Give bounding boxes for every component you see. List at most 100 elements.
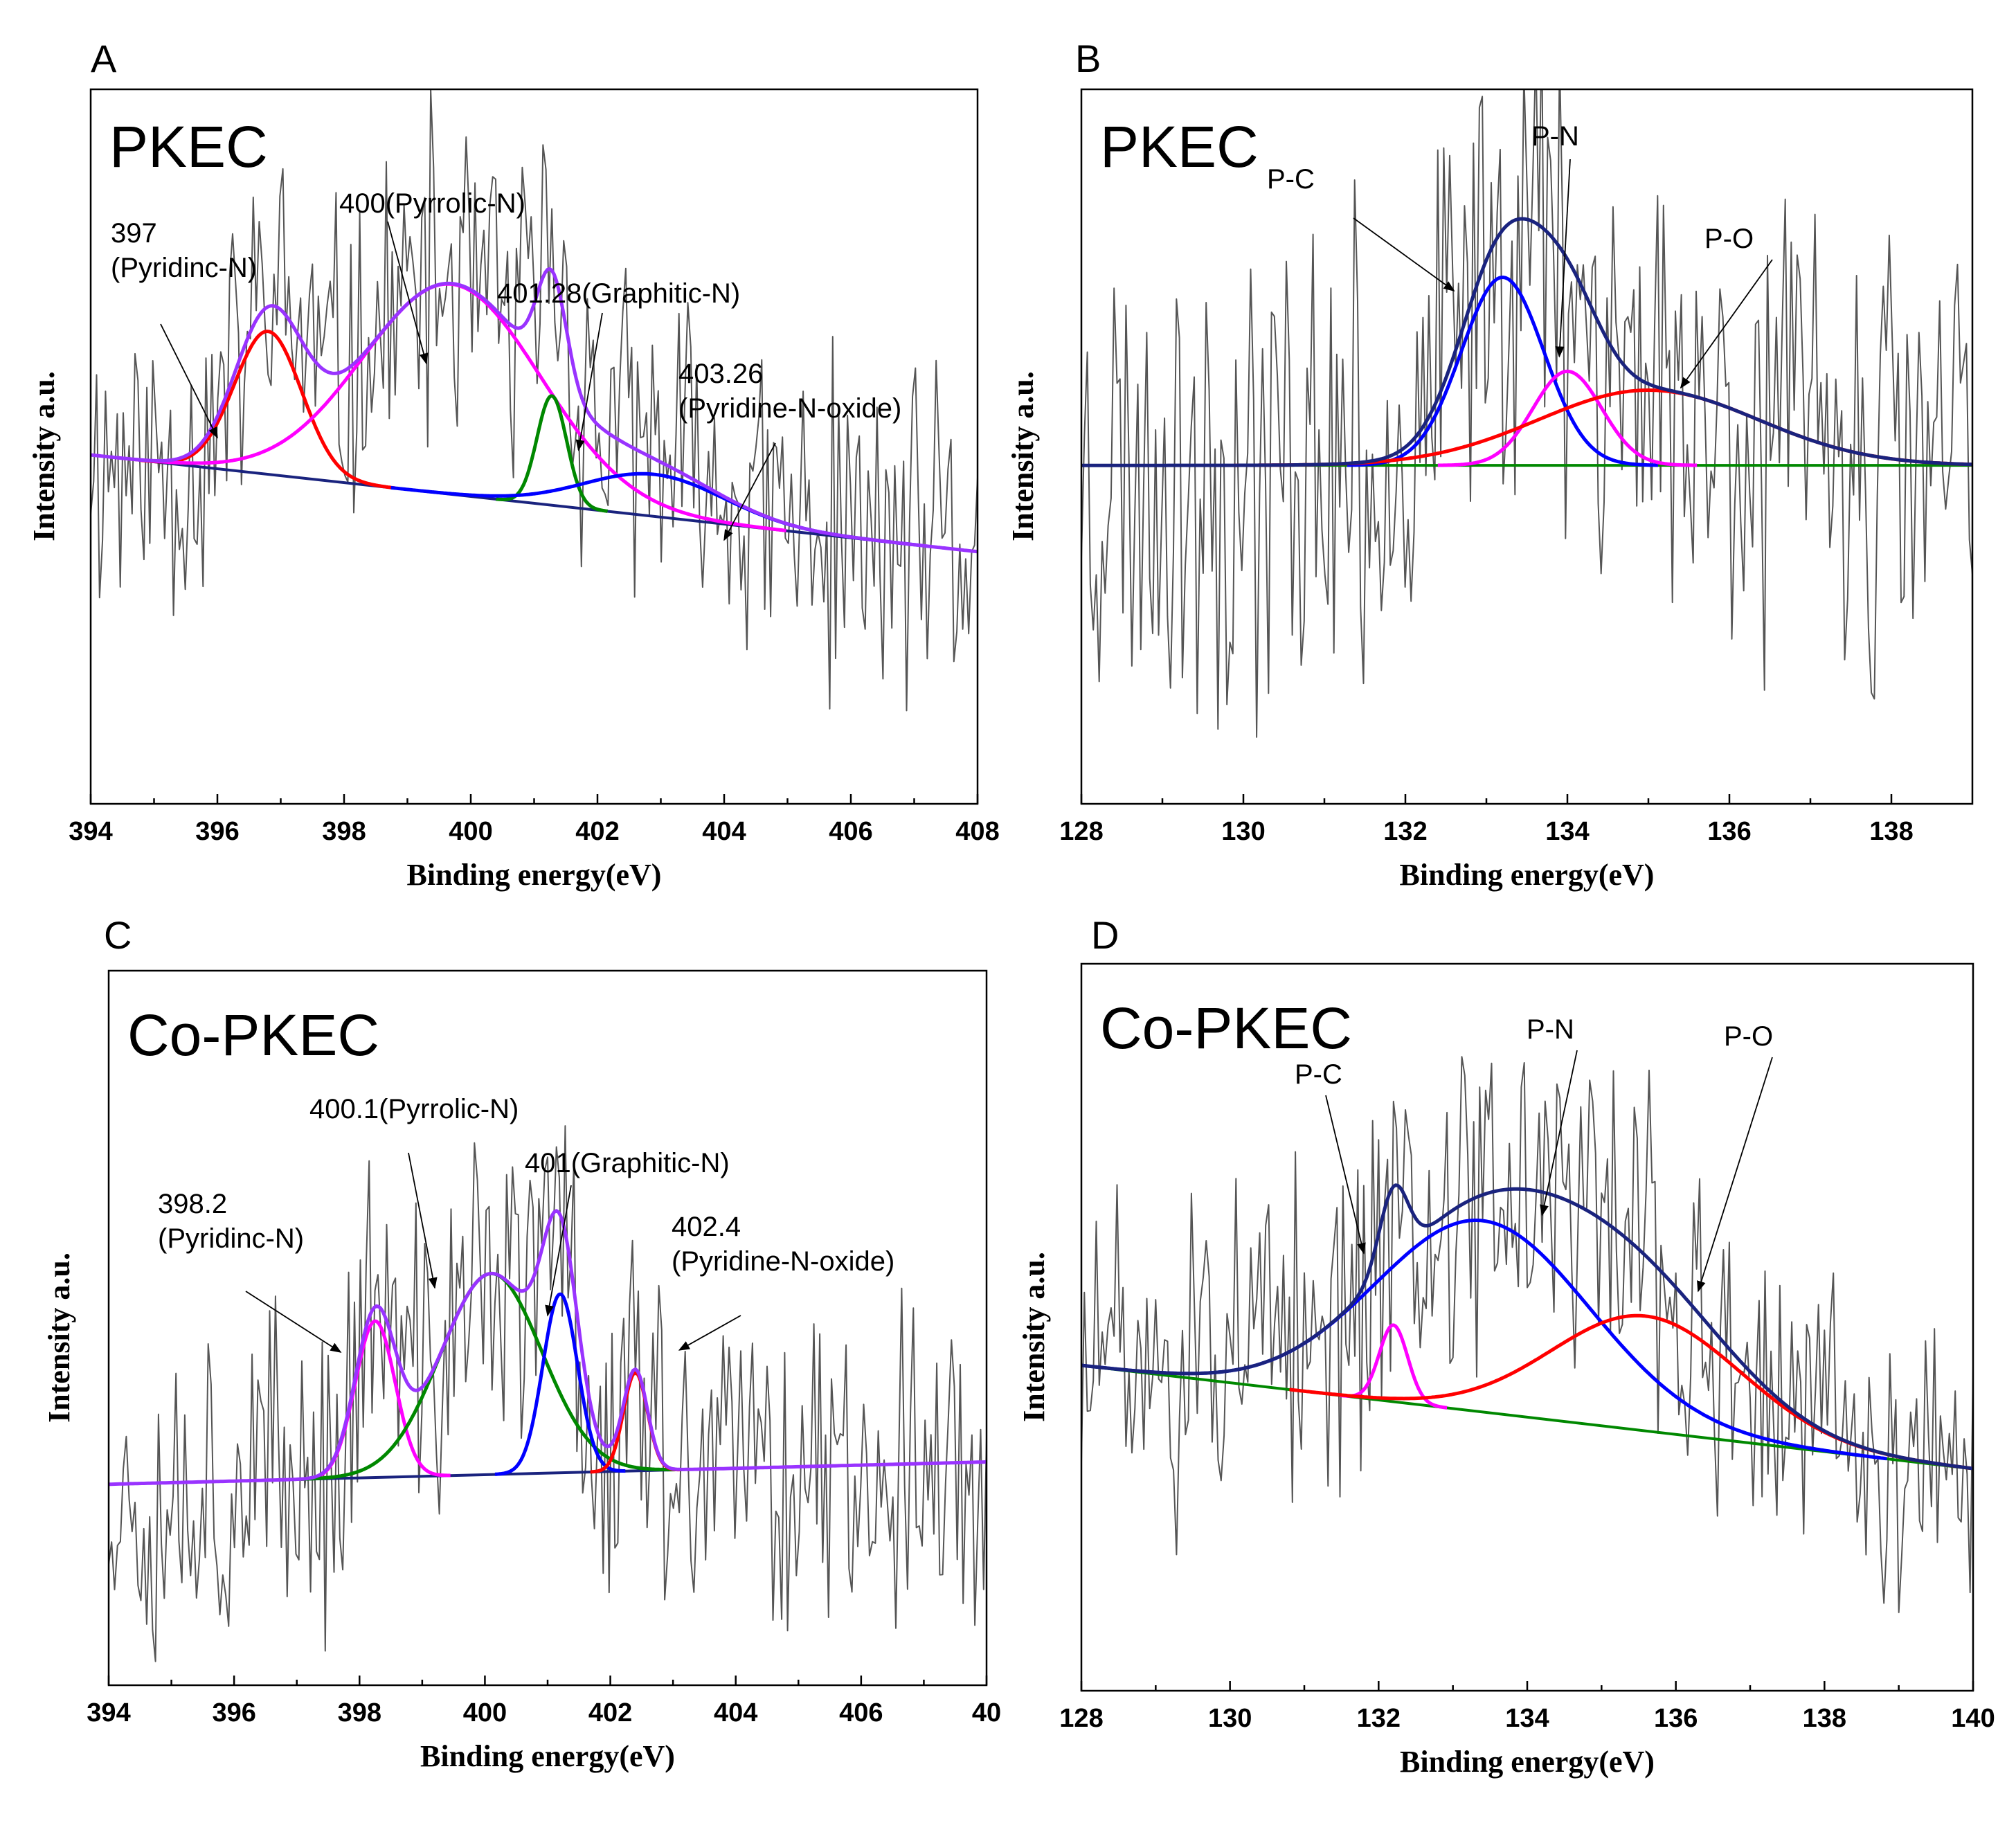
peak-annotation-label: 401.28(Graphitic-N) [497,278,740,309]
x-tick-label: 132 [1383,817,1427,846]
raw-spectrum-line [1081,1056,1973,1613]
sample-title: Co-PKEC [1100,996,1352,1061]
x-tick-label: 138 [1869,817,1913,846]
annotation-arrow [1325,1095,1366,1255]
plot-frame [1080,962,1974,1692]
annotation-arrow [160,323,218,439]
peak-annotation-label: 401(Graphitic-N) [525,1148,730,1178]
plot-area [109,1125,987,1662]
peak-annotation-label: (Pyridine-N-oxide) [678,393,901,424]
plot-frame [1080,88,1974,805]
panel-C: C 394 396 398 400 402 404 406 40 Binding energy(e… [42,913,1001,1773]
x-tick-label: 400 [449,817,492,846]
panel-B: B 128 130 132 134 136 138 Binding energy(eV) Int… [1006,37,1974,892]
x-axis-label: Binding energy(eV) [1400,1745,1655,1779]
sample-title: Co-PKEC [127,1003,379,1068]
peak-annotation-label: (Pyridinc-N) [111,253,257,283]
peak-annotation-label: P-C [1295,1059,1342,1090]
x-tick-label: 136 [1654,1704,1698,1733]
x-tick-label: 394 [69,817,112,846]
x-tick-label: 404 [702,817,746,846]
x-tick-label: 406 [829,817,872,846]
x-tick-label: 138 [1803,1704,1846,1733]
annotation-arrow [545,1185,572,1317]
peak-annotation-label: 403.26 [678,359,763,389]
x-tick-label: 404 [714,1698,757,1727]
peak-annotation-label: (Pyridinc-N) [158,1223,304,1254]
x-tick-label: 394 [87,1698,130,1727]
baseline-line [91,453,978,553]
raw-spectrum-line [1081,89,1972,738]
x-tick-label: 398 [322,817,366,846]
x-tick-label: 396 [195,817,239,846]
x-tick-label: 134 [1505,1704,1549,1733]
panel-letter: C [104,913,132,957]
envelope-fit-line [109,1209,987,1487]
y-axis-label: Intensity a.u. [1006,371,1040,541]
x-axis-label: Binding energy(eV) [1400,858,1655,892]
x-tick-label: 136 [1707,817,1751,846]
peak-annotation-label: P-O [1704,224,1754,254]
x-tick-label: 396 [212,1698,255,1727]
panel-letter: D [1091,913,1119,957]
annotation-arrow [387,221,429,365]
x-tick-label: 398 [338,1698,381,1727]
component-peak-pyridinc-n [140,330,396,490]
x-tick-label: 406 [839,1698,883,1727]
annotation-arrow [1540,1050,1578,1216]
x-axis-label: Binding energy(eV) [420,1739,675,1773]
x-tick-label: 402 [575,817,619,846]
panel-D: D 128 130 132 134 136 138 140 Binding energy(eV)… [1017,913,1995,1779]
component-peak-p-c [1338,1323,1449,1410]
component-peak-p-n [1437,369,1698,467]
peak-annotation-label: P-N [1527,1014,1574,1045]
sample-title: PKEC [109,114,268,179]
envelope-fit-line [1081,217,1972,467]
annotation-arrow [1353,217,1455,291]
x-tick-label: 40 [972,1698,1001,1727]
x-tick-label: 132 [1357,1704,1401,1733]
plot-area [91,89,978,712]
x-tick-label: 140 [1951,1704,1995,1733]
component-peak-pyridine-n-oxide [588,1371,683,1474]
x-tick-label: 128 [1059,817,1103,846]
plot-area [1081,1056,1973,1613]
component-peak-p-c [1346,276,1659,467]
annotation-arrow [575,312,603,451]
y-axis-label: Intensity a.u. [1017,1252,1051,1422]
component-peak-p-o [1289,1313,1973,1471]
x-tick-label: 134 [1545,817,1589,846]
x-tick-label: 130 [1221,817,1265,846]
panel-letter: B [1075,37,1101,80]
plot-area [1081,89,1972,738]
x-tick-label: 400 [463,1698,507,1727]
peak-annotation-label: 400.1(Pyrrolic-N) [309,1094,519,1124]
component-peak-graphitic-n [493,1292,627,1476]
x-tick-label: 128 [1059,1704,1103,1733]
peak-annotation-label: 398.2 [158,1189,227,1219]
envelope-fit-line [1081,1183,1973,1471]
x-tick-label: 408 [955,817,999,846]
annotation-arrow [678,1315,741,1351]
x-axis-label: Binding energy(eV) [407,858,662,892]
raw-spectrum-line [109,1125,987,1662]
peak-annotation-label: 397 [111,218,157,249]
y-axis-label: Intensity a.u. [42,1252,76,1423]
annotation-arrow [723,442,776,541]
peak-annotation-label: P-C [1267,164,1315,195]
annotation-arrow [1697,1057,1773,1293]
panel-A: A 394 396 398 400 402 404 406 408 Binding energy(… [27,37,1000,892]
raw-spectrum-line [91,89,978,712]
annotation-arrow [408,1152,438,1289]
peak-annotation-label: P-N [1531,121,1579,152]
envelope-fit-line [91,267,978,554]
x-tick-label: 402 [588,1698,632,1727]
peak-annotation-label: 400(Pyrrolic-N) [339,188,525,219]
x-tick-label: 130 [1208,1704,1252,1733]
annotation-arrow [245,1291,342,1353]
peak-annotation-label: 402.4 [672,1212,741,1242]
annotation-arrow [1555,159,1571,358]
sample-title: PKEC [1100,114,1259,179]
y-axis-label: Intensity a.u. [27,371,61,541]
